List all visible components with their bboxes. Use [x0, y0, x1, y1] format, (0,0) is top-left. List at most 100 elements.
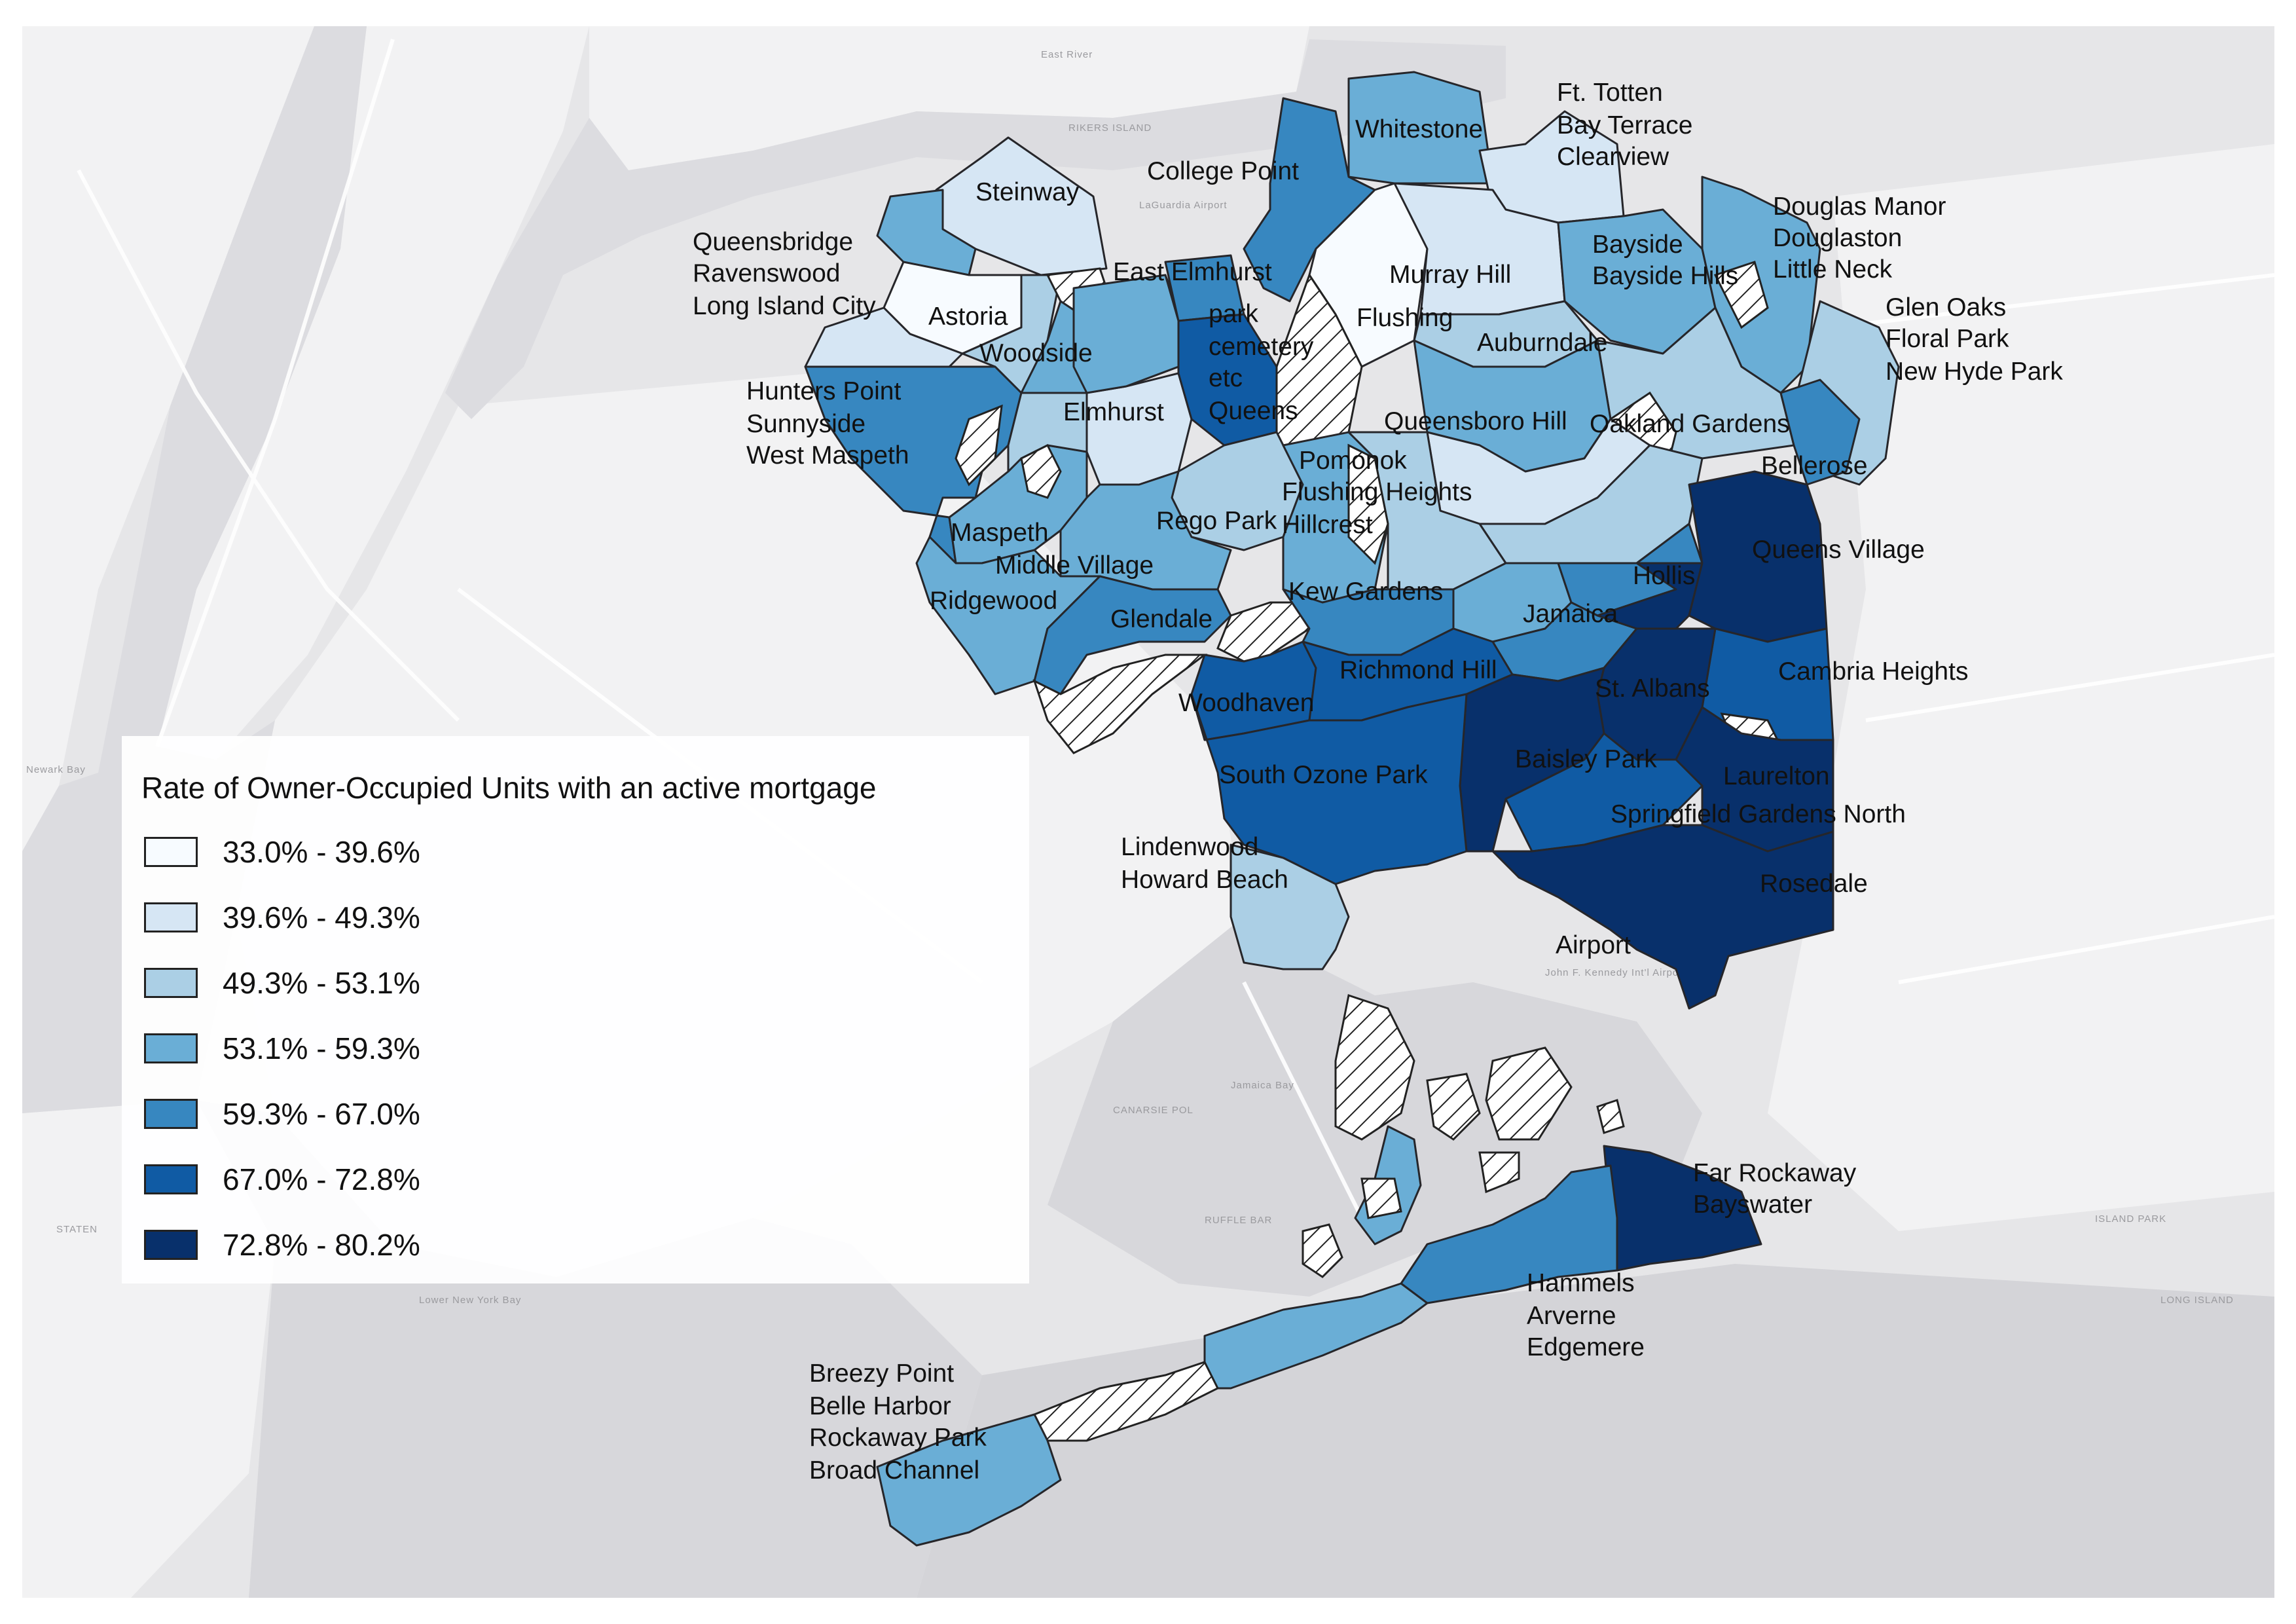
label-ridgewood: Ridgewood [930, 587, 1057, 615]
label-long-island-city: Long Island City [693, 292, 876, 320]
staten-label: STATEN [56, 1224, 98, 1235]
legend-label: 72.8% - 80.2% [223, 1228, 420, 1262]
label-douglas-manor: Douglas Manor [1773, 193, 1946, 221]
label-queens-village: Queens Village [1752, 536, 1925, 564]
label-floral-park: Floral Park [1886, 325, 2009, 353]
legend-swatch [144, 837, 198, 867]
label-clearview: Clearview [1557, 143, 1669, 171]
region-laurelton [1675, 706, 1834, 853]
legend-label: 53.1% - 59.3% [223, 1031, 420, 1065]
region-howard-beach [1230, 843, 1350, 970]
bronx-land [589, 26, 1309, 170]
label-breezy-point: Breezy Point [809, 1359, 954, 1388]
legend-swatch [144, 1164, 198, 1194]
region-cunningham-park-north [1713, 261, 1769, 329]
label-airport: Airport [1556, 931, 1631, 959]
legend-title: Rate of Owner-Occupied Units with an act… [141, 771, 877, 805]
label-kew-gardens: Kew Gardens [1288, 578, 1443, 606]
legend-label: 33.0% - 39.6% [223, 835, 420, 869]
nassau-land [1768, 144, 2274, 1231]
legend-item: 49.3% - 53.1% [144, 964, 995, 1003]
island-jamaica-bay-6 [1302, 1223, 1343, 1278]
region-maspeth-industrial [1020, 443, 1062, 499]
label-little-neck: Little Neck [1773, 255, 1893, 284]
label-howard-beach: Howard Beach [1121, 866, 1288, 894]
label-glendale: Glendale [1110, 605, 1212, 633]
legend-swatch [144, 902, 198, 932]
label-springfield-gardens-north: Springfield Gardens North [1611, 800, 1906, 828]
region-cemetery-glendale [1032, 654, 1208, 754]
island-jamaica-bay-7 [1596, 1099, 1625, 1134]
label-ft-totten: Ft. Totten [1557, 79, 1663, 107]
label-queensbridge: Queensbridge [693, 228, 853, 256]
label-hollis: Hollis [1633, 562, 1695, 590]
region-college-point [1243, 97, 1376, 303]
label-hunters-point: Hunters Point [746, 377, 901, 405]
legend-swatch [144, 1230, 198, 1260]
label-rego-park: Rego Park [1156, 507, 1277, 535]
legend-item: 59.3% - 67.0% [144, 1095, 995, 1134]
legend-item: 39.6% - 49.3% [144, 898, 995, 938]
legend-label: 67.0% - 72.8% [223, 1162, 420, 1196]
label-laurelton: Laurelton [1723, 762, 1830, 790]
laguardia-label: LaGuardia Airport [1139, 200, 1228, 211]
region-forest-park [1216, 601, 1324, 663]
map-legend: Rate of Owner-Occupied Units with an act… [122, 736, 1029, 1283]
label-woodside: Woodside [979, 339, 1093, 367]
label-hillcrest: Hillcrest [1282, 511, 1373, 539]
region-astoria-west [876, 189, 977, 276]
island-jamaica-bay-1 [1334, 994, 1415, 1141]
label-etc: etc [1209, 364, 1243, 392]
legend-item: 33.0% - 39.6% [144, 833, 995, 872]
region-cemetery-west [955, 404, 1003, 487]
east-river [445, 39, 1506, 419]
label-st-albans: St. Albans [1595, 674, 1710, 703]
region-west-maspeth [1007, 392, 1088, 473]
island-jamaica-bay-5 [1360, 1177, 1402, 1219]
label-ravenswood: Ravenswood [693, 259, 840, 287]
label-murray-hill: Murray Hill [1389, 261, 1511, 289]
label-lindenwood: Lindenwood [1121, 833, 1258, 861]
label-flushing-heights: Flushing Heights [1282, 478, 1472, 506]
label-steinway: Steinway [975, 178, 1080, 206]
newark-bay-label: Newark Bay [26, 764, 86, 775]
legend-item: 67.0% - 72.8% [144, 1160, 995, 1200]
label-south-ozone-park: South Ozone Park [1219, 761, 1428, 789]
label-east-elmhurst: East Elmhurst [1113, 258, 1272, 286]
label-middle-village: Middle Village [995, 551, 1154, 580]
neighborhood-polygons [804, 71, 1900, 1547]
label-college-point: College Point [1147, 157, 1299, 185]
label-bayswater: Bayswater [1693, 1190, 1812, 1219]
label-jamaica: Jamaica [1523, 600, 1618, 628]
legend-label: 49.3% - 53.1% [223, 966, 420, 1000]
region-bellerose [1779, 378, 1861, 486]
hudson-river [98, 26, 367, 773]
label-bellerose: Bellerose [1761, 452, 1868, 480]
label-park: park [1209, 300, 1258, 328]
label-astoria: Astoria [928, 303, 1008, 331]
jamaica-bay-label: Jamaica Bay [1231, 1080, 1294, 1091]
island-jamaica-bay-2 [1426, 1073, 1481, 1141]
region-fort-tilden [1032, 1361, 1220, 1442]
legend-swatch [144, 1033, 198, 1063]
label-hammels: Hammels [1527, 1269, 1635, 1297]
label-glen-oaks: Glen Oaks [1886, 293, 2006, 322]
label-new-hyde-park: New Hyde Park [1886, 358, 2063, 386]
map-frame[interactable]: RIKERS ISLAND East River LaGuardia Airpo… [22, 26, 2274, 1598]
label-belle-harbor: Belle Harbor [809, 1392, 951, 1420]
region-south-ozone-park [1190, 693, 1468, 885]
region-richmond-hill [1302, 627, 1514, 722]
long-island-label: LONG ISLAND [2160, 1295, 2234, 1306]
island-park-label: ISLAND PARK [2095, 1213, 2166, 1225]
label-broad-channel: Broad Channel [809, 1456, 979, 1485]
label-pomonok: Pomonok [1299, 447, 1407, 475]
label-bayside-hills: Bayside Hills [1592, 262, 1738, 290]
label-baisley-park: Baisley Park [1515, 745, 1657, 773]
label-richmond-hill: Richmond Hill [1339, 656, 1497, 684]
label-cambria-heights: Cambria Heights [1778, 657, 1968, 686]
lower-bay-label: Lower New York Bay [419, 1295, 521, 1306]
region-rosedale [1491, 824, 1834, 1010]
label-queens: Queens [1209, 397, 1298, 425]
label-rockaway-park: Rockaway Park [809, 1424, 987, 1452]
label-auburndale: Auburndale [1477, 329, 1608, 357]
